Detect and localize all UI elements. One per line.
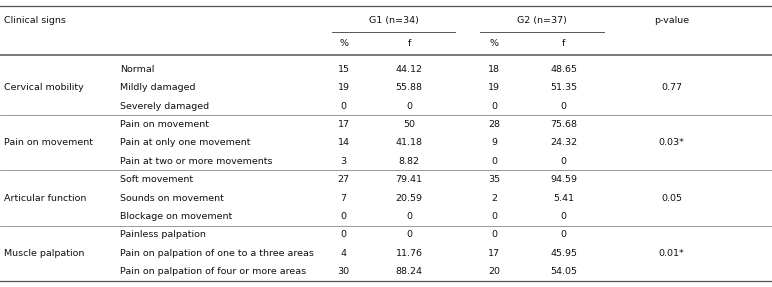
Text: 0.77: 0.77 [661, 83, 682, 92]
Text: 5.41: 5.41 [553, 193, 574, 203]
Text: 17: 17 [488, 249, 500, 258]
Text: 0: 0 [560, 212, 567, 221]
Text: 0.03*: 0.03* [659, 138, 685, 148]
Text: 41.18: 41.18 [396, 138, 422, 148]
Text: Articular function: Articular function [4, 193, 86, 203]
Text: 17: 17 [337, 120, 350, 129]
Text: 9: 9 [491, 138, 497, 148]
Text: 8.82: 8.82 [398, 157, 420, 166]
Text: 88.24: 88.24 [396, 267, 422, 276]
Text: %: % [489, 39, 499, 48]
Text: %: % [339, 39, 348, 48]
Text: 0: 0 [406, 212, 412, 221]
Text: 51.35: 51.35 [550, 83, 577, 92]
Text: 19: 19 [488, 83, 500, 92]
Text: 94.59: 94.59 [550, 175, 577, 184]
Text: 75.68: 75.68 [550, 120, 577, 129]
Text: 20.59: 20.59 [396, 193, 422, 203]
Text: 45.95: 45.95 [550, 249, 577, 258]
Text: 2: 2 [491, 193, 497, 203]
Text: 50: 50 [403, 120, 415, 129]
Text: Soft movement: Soft movement [120, 175, 193, 184]
Text: 0: 0 [491, 157, 497, 166]
Text: 27: 27 [337, 175, 350, 184]
Text: 30: 30 [337, 267, 350, 276]
Text: 11.76: 11.76 [396, 249, 422, 258]
Text: 0: 0 [560, 157, 567, 166]
Text: Mildly damaged: Mildly damaged [120, 83, 195, 92]
Text: Sounds on movement: Sounds on movement [120, 193, 224, 203]
Text: 19: 19 [337, 83, 350, 92]
Text: Cervical mobility: Cervical mobility [4, 83, 83, 92]
Text: 79.41: 79.41 [396, 175, 422, 184]
Text: Pain on palpation of four or more areas: Pain on palpation of four or more areas [120, 267, 306, 276]
Text: 0: 0 [560, 102, 567, 111]
Text: 24.32: 24.32 [550, 138, 577, 148]
Text: p-value: p-value [654, 15, 689, 25]
Text: 55.88: 55.88 [396, 83, 422, 92]
Text: Pain at two or more movements: Pain at two or more movements [120, 157, 273, 166]
Text: 0: 0 [406, 102, 412, 111]
Text: 0: 0 [406, 230, 412, 239]
Text: 0: 0 [491, 230, 497, 239]
Text: G2 (n=37): G2 (n=37) [517, 15, 567, 25]
Text: 48.65: 48.65 [550, 65, 577, 74]
Text: Normal: Normal [120, 65, 154, 74]
Text: 7: 7 [340, 193, 347, 203]
Text: Pain on movement: Pain on movement [120, 120, 208, 129]
Text: 15: 15 [337, 65, 350, 74]
Text: 0: 0 [340, 102, 347, 111]
Text: 28: 28 [488, 120, 500, 129]
Text: 14: 14 [337, 138, 350, 148]
Text: 0: 0 [340, 212, 347, 221]
Text: 20: 20 [488, 267, 500, 276]
Text: 0.01*: 0.01* [659, 249, 685, 258]
Text: 3: 3 [340, 157, 347, 166]
Text: 54.05: 54.05 [550, 267, 577, 276]
Text: 0: 0 [340, 230, 347, 239]
Text: Pain on palpation of one to a three areas: Pain on palpation of one to a three area… [120, 249, 313, 258]
Text: 0: 0 [560, 230, 567, 239]
Text: Painless palpation: Painless palpation [120, 230, 205, 239]
Text: 4: 4 [340, 249, 347, 258]
Text: Pain on movement: Pain on movement [4, 138, 93, 148]
Text: 18: 18 [488, 65, 500, 74]
Text: 0: 0 [491, 212, 497, 221]
Text: G1 (n=34): G1 (n=34) [369, 15, 418, 25]
Text: Severely damaged: Severely damaged [120, 102, 208, 111]
Text: Muscle palpation: Muscle palpation [4, 249, 84, 258]
Text: 0.05: 0.05 [661, 193, 682, 203]
Text: Pain at only one movement: Pain at only one movement [120, 138, 250, 148]
Text: Clinical signs: Clinical signs [4, 15, 66, 25]
Text: 35: 35 [488, 175, 500, 184]
Text: 0: 0 [491, 102, 497, 111]
Text: f: f [408, 39, 411, 48]
Text: f: f [562, 39, 565, 48]
Text: Blockage on movement: Blockage on movement [120, 212, 232, 221]
Text: 44.12: 44.12 [396, 65, 422, 74]
